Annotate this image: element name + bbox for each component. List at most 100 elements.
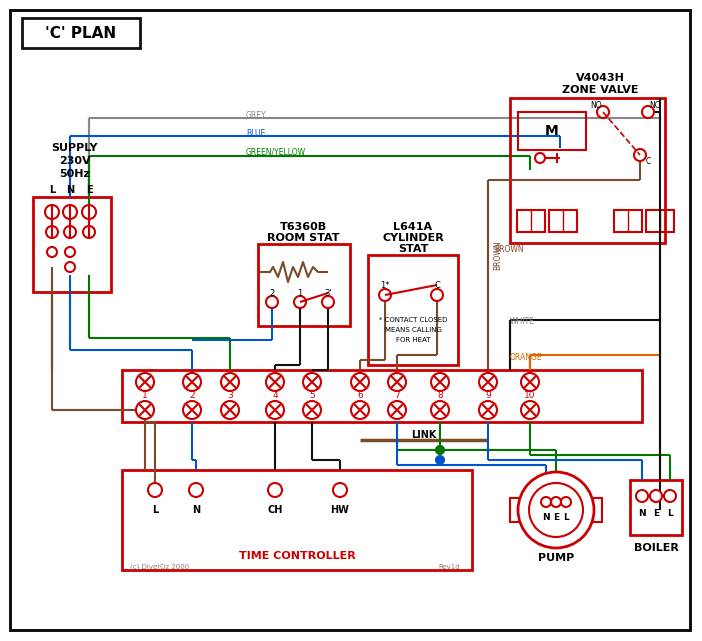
Text: 'C' PLAN: 'C' PLAN bbox=[46, 26, 117, 40]
Text: LINK: LINK bbox=[411, 430, 437, 440]
Text: 10: 10 bbox=[524, 392, 536, 401]
Text: ROOM STAT: ROOM STAT bbox=[267, 233, 339, 243]
Circle shape bbox=[294, 296, 306, 308]
Text: PUMP: PUMP bbox=[538, 553, 574, 563]
Circle shape bbox=[561, 497, 571, 507]
Bar bbox=[592, 498, 602, 522]
Text: N: N bbox=[66, 185, 74, 195]
Circle shape bbox=[82, 205, 96, 219]
Circle shape bbox=[221, 401, 239, 419]
Text: V4043H: V4043H bbox=[576, 73, 625, 83]
Text: * CONTACT CLOSED: * CONTACT CLOSED bbox=[379, 317, 447, 323]
Circle shape bbox=[518, 472, 594, 548]
Circle shape bbox=[551, 497, 561, 507]
Text: C: C bbox=[645, 158, 651, 167]
Text: Rev1d: Rev1d bbox=[438, 564, 460, 570]
Circle shape bbox=[183, 401, 201, 419]
Text: 2: 2 bbox=[270, 288, 274, 297]
Circle shape bbox=[436, 446, 444, 454]
Circle shape bbox=[529, 483, 583, 537]
Text: L: L bbox=[49, 185, 55, 195]
Text: 2: 2 bbox=[189, 392, 195, 401]
Circle shape bbox=[379, 289, 391, 301]
Text: ZONE VALVE: ZONE VALVE bbox=[562, 85, 638, 95]
Text: 6: 6 bbox=[357, 392, 363, 401]
Circle shape bbox=[431, 289, 443, 301]
Bar bbox=[630, 480, 682, 535]
Text: 4: 4 bbox=[272, 392, 278, 401]
Circle shape bbox=[46, 226, 58, 238]
Circle shape bbox=[136, 373, 154, 391]
Circle shape bbox=[266, 373, 284, 391]
Circle shape bbox=[597, 106, 609, 118]
Bar bbox=[510, 98, 665, 243]
Circle shape bbox=[521, 373, 539, 391]
Text: MEANS CALLING: MEANS CALLING bbox=[385, 327, 442, 333]
Circle shape bbox=[83, 226, 95, 238]
Bar bbox=[122, 370, 642, 422]
Circle shape bbox=[63, 205, 77, 219]
Circle shape bbox=[303, 401, 321, 419]
Circle shape bbox=[333, 483, 347, 497]
Text: BLUE: BLUE bbox=[246, 128, 265, 138]
Text: N: N bbox=[192, 505, 200, 515]
Text: E: E bbox=[86, 185, 92, 195]
Circle shape bbox=[436, 456, 444, 464]
Text: 230V: 230V bbox=[59, 156, 91, 166]
Text: 50Hz: 50Hz bbox=[60, 169, 91, 179]
Circle shape bbox=[322, 296, 334, 308]
Bar bbox=[614, 210, 642, 232]
Circle shape bbox=[351, 401, 369, 419]
Circle shape bbox=[266, 296, 278, 308]
Bar bbox=[549, 210, 577, 232]
Text: BROWN: BROWN bbox=[493, 240, 502, 270]
Text: BOILER: BOILER bbox=[634, 543, 678, 553]
Circle shape bbox=[268, 483, 282, 497]
Text: NC: NC bbox=[649, 101, 661, 110]
Text: 7: 7 bbox=[394, 392, 400, 401]
Circle shape bbox=[303, 373, 321, 391]
Text: 5: 5 bbox=[309, 392, 315, 401]
Circle shape bbox=[650, 490, 662, 502]
Bar bbox=[646, 210, 674, 232]
Text: TIME CONTROLLER: TIME CONTROLLER bbox=[239, 551, 355, 561]
Circle shape bbox=[148, 483, 162, 497]
Text: M: M bbox=[545, 124, 559, 138]
Text: L: L bbox=[667, 508, 673, 517]
Text: CYLINDER: CYLINDER bbox=[382, 233, 444, 243]
Text: E: E bbox=[653, 508, 659, 517]
Circle shape bbox=[535, 153, 545, 163]
Circle shape bbox=[431, 401, 449, 419]
Text: 1*: 1* bbox=[380, 281, 390, 290]
Text: T6360B: T6360B bbox=[279, 222, 326, 232]
Circle shape bbox=[479, 373, 497, 391]
Circle shape bbox=[479, 401, 497, 419]
Text: L: L bbox=[152, 505, 158, 515]
Circle shape bbox=[388, 401, 406, 419]
Circle shape bbox=[634, 149, 646, 161]
Circle shape bbox=[664, 490, 676, 502]
Circle shape bbox=[189, 483, 203, 497]
Bar bbox=[22, 18, 140, 48]
Bar bbox=[258, 244, 350, 326]
Bar bbox=[122, 470, 472, 570]
Bar bbox=[510, 498, 520, 522]
Text: BROWN: BROWN bbox=[494, 246, 524, 254]
Bar bbox=[368, 255, 458, 365]
Text: N: N bbox=[542, 513, 550, 522]
Text: STAT: STAT bbox=[398, 244, 428, 254]
Circle shape bbox=[65, 247, 75, 257]
Circle shape bbox=[636, 490, 648, 502]
Circle shape bbox=[541, 497, 551, 507]
Circle shape bbox=[65, 262, 75, 272]
Text: N: N bbox=[638, 508, 646, 517]
Circle shape bbox=[521, 401, 539, 419]
Circle shape bbox=[266, 401, 284, 419]
Circle shape bbox=[388, 373, 406, 391]
Text: SUPPLY: SUPPLY bbox=[52, 143, 98, 153]
Text: L641A: L641A bbox=[393, 222, 432, 232]
Text: L: L bbox=[563, 513, 569, 522]
Text: GREY: GREY bbox=[246, 110, 267, 119]
Bar bbox=[517, 210, 545, 232]
Text: 1: 1 bbox=[142, 392, 148, 401]
